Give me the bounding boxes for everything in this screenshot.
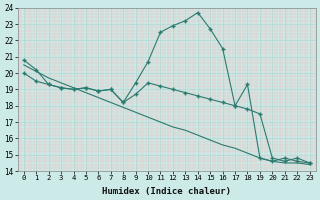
X-axis label: Humidex (Indice chaleur): Humidex (Indice chaleur): [102, 187, 231, 196]
